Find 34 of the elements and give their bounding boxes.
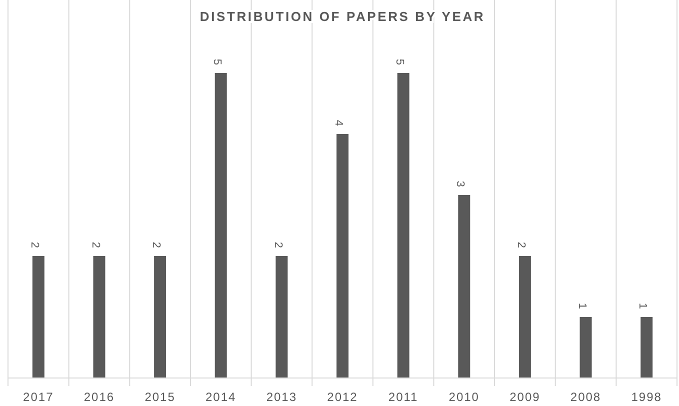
- bar: [32, 256, 44, 378]
- data-label: 2: [28, 242, 41, 248]
- bar: [214, 73, 227, 378]
- x-tick-label: 2008: [570, 390, 602, 404]
- bar: [458, 195, 470, 378]
- data-label: 2: [89, 242, 102, 248]
- x-tick-label: 2014: [206, 390, 236, 404]
- bar: [397, 73, 410, 378]
- x-tick-label: 2013: [266, 390, 298, 404]
- bar: [336, 134, 348, 378]
- x-tick-label: 2012: [327, 390, 358, 404]
- bar: [93, 256, 106, 378]
- data-label: 1: [636, 302, 649, 309]
- chart-title: DISTRIBUTION OF PAPERS BY YEAR: [200, 9, 486, 24]
- x-tick-label: 2015: [144, 390, 176, 404]
- data-label: 4: [332, 120, 345, 126]
- x-tick-label: 2016: [84, 390, 115, 404]
- bar: [640, 317, 653, 378]
- data-label: 5: [393, 58, 406, 65]
- bar: [518, 256, 531, 378]
- x-tick-label: 2009: [510, 390, 540, 404]
- data-label: 2: [150, 242, 162, 248]
- data-label: 2: [272, 242, 284, 248]
- x-tick-label: 2011: [388, 390, 418, 404]
- x-tick-label: 1998: [631, 390, 662, 404]
- data-label: 2: [515, 242, 528, 248]
- bar: [154, 256, 166, 378]
- data-label: 1: [576, 302, 588, 309]
- bar: [276, 256, 288, 378]
- data-label: 5: [210, 58, 223, 65]
- bar: [580, 317, 592, 378]
- x-tick-label: 2010: [448, 390, 480, 404]
- data-label: 3: [454, 180, 466, 187]
- x-tick-label: 2017: [23, 390, 54, 404]
